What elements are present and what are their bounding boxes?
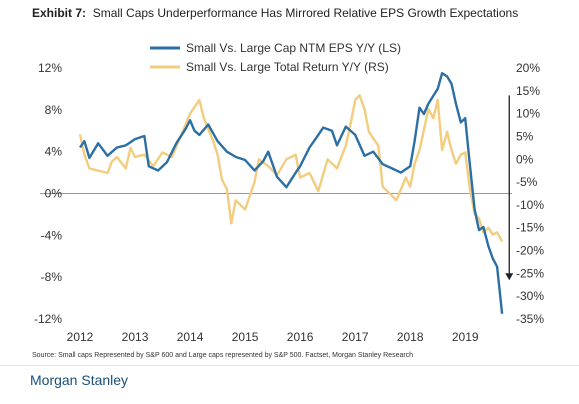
right-tick-label: -15%	[516, 221, 544, 235]
series-total-return	[78, 94, 504, 242]
legend-entry: Small Vs. Large Cap NTM EPS Y/Y (LS)	[186, 41, 401, 55]
legend-entry: Small Vs. Large Total Return Y/Y (RS)	[186, 60, 389, 74]
left-tick-label: 8%	[45, 103, 63, 117]
exhibit-label: Exhibit 7:	[32, 6, 87, 20]
x-tick-label: 2012	[67, 330, 94, 344]
right-axis-ticks: 20% 15% 10% 5% 0% -5% -10% -15% -20% -25% -30% -35%	[516, 61, 544, 326]
right-tick-label: -10%	[516, 198, 544, 212]
right-tick-label: -30%	[516, 289, 544, 303]
right-tick-label: -35%	[516, 312, 544, 326]
x-tick-label: 2014	[177, 330, 204, 344]
total-return-line	[78, 94, 504, 242]
x-tick-label: 2017	[342, 330, 369, 344]
series-eps-growth	[79, 72, 504, 314]
left-tick-label: -8%	[41, 270, 63, 284]
chart-title-text: Small Caps Underperformance Has Mirrored…	[92, 6, 519, 20]
right-tick-label: 0%	[516, 152, 534, 166]
arrow-head	[505, 273, 514, 281]
chart-title: Exhibit 7: Small Caps Underperformance H…	[32, 6, 518, 20]
right-tick-label: -5%	[516, 175, 538, 189]
x-axis-ticks: 2012 2013 2014 2015 2016 2017 2018 2019	[67, 330, 479, 344]
line-chart: 12% 8% 4% 0% -4% -8% -12% 20% 15% 10% 5% 0% -5% -10%…	[34, 41, 544, 344]
right-tick-label: -20%	[516, 244, 544, 258]
brand-logo-text: Morgan Stanley	[30, 372, 129, 388]
down-arrow-annotation	[505, 95, 514, 281]
left-axis-ticks: 12% 8% 4% 0% -4% -8% -12%	[34, 61, 62, 326]
x-tick-label: 2016	[287, 330, 314, 344]
left-tick-label: -4%	[41, 228, 63, 242]
footer-divider	[0, 365, 579, 366]
right-tick-label: 5%	[516, 129, 534, 143]
right-tick-label: -25%	[516, 266, 544, 280]
x-tick-label: 2015	[232, 330, 259, 344]
left-tick-label: 0%	[45, 187, 63, 201]
eps-growth-line	[79, 72, 504, 314]
left-tick-label: 12%	[38, 61, 62, 75]
x-tick-label: 2019	[452, 330, 479, 344]
right-tick-label: 15%	[516, 84, 540, 98]
left-tick-label: -12%	[34, 312, 62, 326]
left-tick-label: 4%	[45, 145, 63, 159]
legend: Small Vs. Large Cap NTM EPS Y/Y (LS) Smal…	[150, 41, 401, 74]
right-tick-label: 20%	[516, 61, 540, 75]
right-tick-label: 10%	[516, 107, 540, 121]
x-tick-label: 2013	[122, 330, 149, 344]
x-tick-label: 2018	[397, 330, 424, 344]
source-note: Source: Small caps Represented by S&P 60…	[32, 352, 414, 359]
